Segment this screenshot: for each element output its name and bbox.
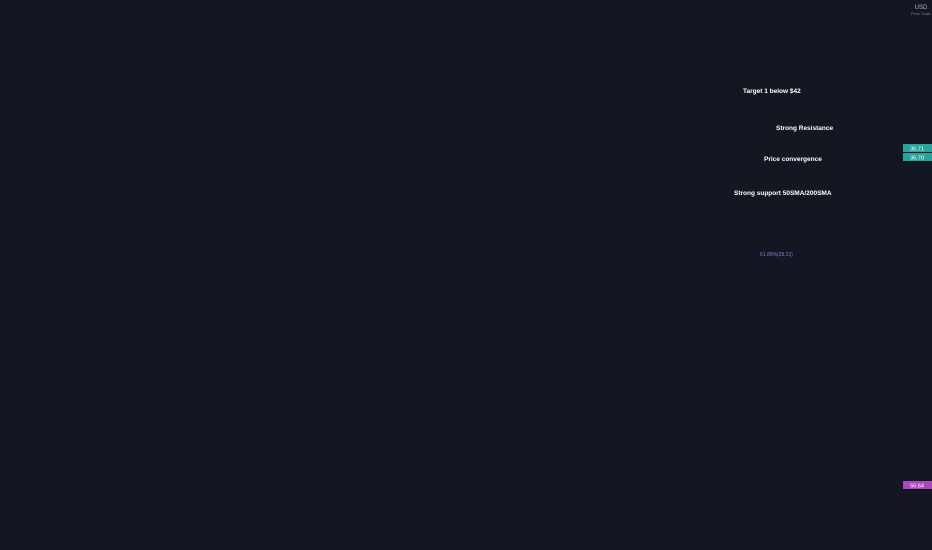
annotation-fib: 61.80%(28.22) xyxy=(760,252,793,258)
currency-label: USD xyxy=(915,5,928,11)
annotation-resistance: Strong Resistance xyxy=(776,125,833,132)
current-price-badge-2 xyxy=(903,153,932,161)
rsi-last-label: 56.64 xyxy=(910,484,924,490)
current-price-label-2: 36.70 xyxy=(910,156,924,162)
annotation-support: Strong support 50SMA/200SMA xyxy=(734,190,832,197)
annotation-convergence: Price convergence xyxy=(764,156,822,163)
current-price-badge xyxy=(903,144,932,152)
rsi-last-badge xyxy=(903,481,932,489)
price-scale-caption: Price Scale xyxy=(911,11,932,16)
annotation-target: Target 1 below $42 xyxy=(743,88,801,95)
current-price-label: 36.71 xyxy=(910,147,924,153)
